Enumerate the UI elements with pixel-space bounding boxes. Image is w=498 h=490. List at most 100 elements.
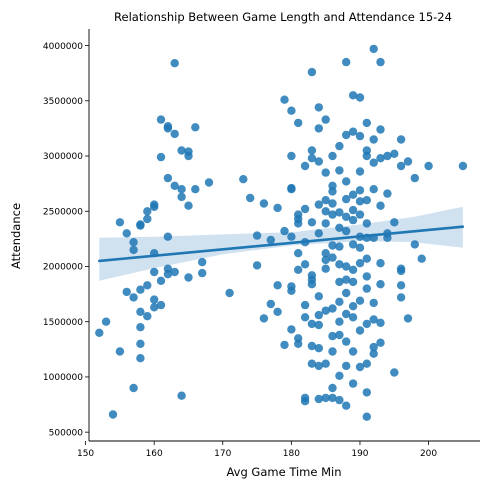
data-point [177,146,186,155]
data-point [184,151,193,161]
data-point [369,342,378,352]
data-point [362,151,371,161]
data-point [376,57,385,67]
data-point [362,272,371,281]
data-point [376,154,385,163]
data-point [348,313,358,322]
data-point [321,219,330,228]
data-point [321,207,330,216]
data-point [321,196,330,205]
data-point [307,359,317,368]
data-point [335,166,344,175]
data-point [307,319,317,329]
data-point [362,254,371,263]
data-point [355,259,365,268]
data-point [348,240,358,249]
data-point [342,177,351,186]
data-point [362,196,371,205]
data-point [294,214,303,224]
x-tick-label: 170 [214,449,231,459]
data-point [294,118,303,128]
data-point [396,161,406,171]
data-point [335,297,344,306]
data-point [150,295,159,304]
data-point [204,178,214,187]
data-point [376,259,385,268]
data-point [348,277,358,287]
data-point [335,208,344,217]
data-point [307,218,317,227]
data-point [314,344,323,353]
data-point [177,185,186,194]
data-point [355,362,365,372]
data-point [335,242,344,251]
data-point [198,257,207,267]
data-point [335,260,344,269]
data-point [376,280,385,289]
data-point [369,135,378,144]
data-point [314,394,323,404]
data-point [335,317,344,326]
data-point [410,173,419,183]
x-axis-ticks: 150 160 170 180 190 200 [77,441,437,459]
data-point [328,331,337,341]
data-point [266,299,275,309]
data-point [143,207,152,216]
data-point [156,152,166,162]
data-point [342,262,351,271]
data-point [184,201,193,210]
data-point [287,151,296,161]
data-point [156,276,166,285]
data-point [383,233,392,242]
data-point [150,200,159,209]
scatter-points-layer [95,44,468,421]
data-point [417,254,426,263]
data-point [335,277,344,287]
y-tick-label: 3500000 [43,97,83,107]
data-point [259,199,269,208]
data-point [314,292,323,301]
data-point [342,309,351,319]
data-point [198,268,207,278]
data-point [348,302,358,311]
data-point [458,161,468,171]
y-tick-label: 2000000 [43,263,83,273]
data-point [287,185,296,194]
data-point [136,220,145,229]
data-point [273,307,282,316]
y-tick-label: 3000000 [43,152,83,162]
data-point [314,361,323,371]
x-tick-label: 200 [420,449,437,459]
data-point [328,199,337,208]
data-point [191,123,200,132]
data-point [266,235,275,245]
data-point [321,306,330,315]
data-point [136,354,145,363]
data-point [163,270,173,279]
data-point [294,339,303,348]
data-point [273,203,282,213]
data-point [355,167,365,176]
data-point [348,91,358,100]
data-point [314,157,323,166]
data-point [136,339,145,348]
data-point [321,264,330,273]
data-point [342,212,351,221]
data-point [156,300,166,310]
data-point [95,328,104,337]
data-point [342,337,351,346]
data-point [287,286,296,295]
data-point [362,412,371,421]
data-point [376,201,385,210]
data-point [362,284,371,293]
data-point [342,361,351,371]
data-point [403,314,413,323]
data-point [355,296,365,305]
y-tick-label: 2500000 [43,207,83,217]
data-point [314,320,323,330]
data-point [383,151,392,161]
data-point [383,189,392,198]
x-tick-label: 190 [351,449,368,459]
data-point [390,368,399,377]
data-point [300,397,310,406]
